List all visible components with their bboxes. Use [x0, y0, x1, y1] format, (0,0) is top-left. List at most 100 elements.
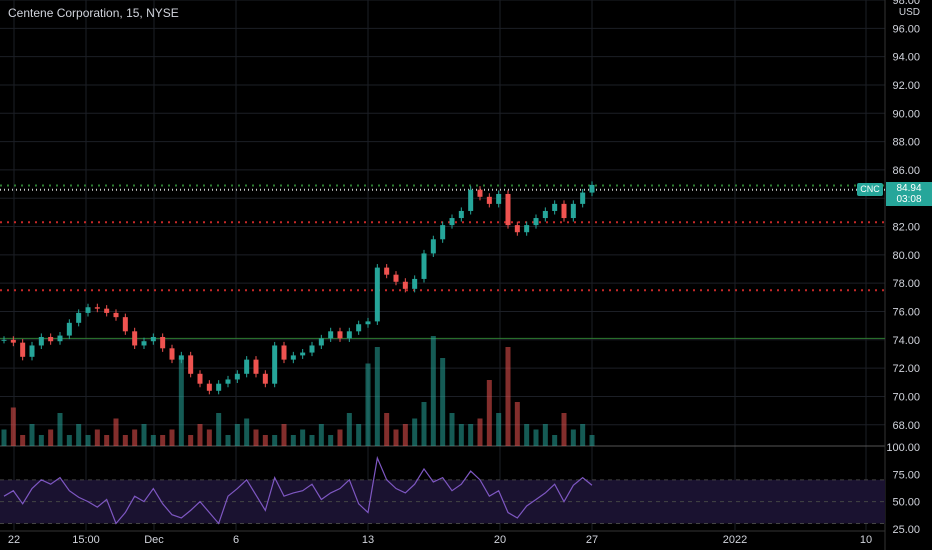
volume-bar	[318, 424, 324, 446]
candle-body	[66, 322, 72, 336]
volume-bar	[440, 358, 446, 446]
volume-bar	[113, 418, 119, 446]
volume-bar	[132, 429, 138, 446]
volume-bar	[421, 402, 427, 446]
candle-body	[85, 307, 91, 313]
price-tick-label: 68.00	[892, 420, 920, 432]
price-tick-label: 76.00	[892, 306, 920, 318]
volume-bar	[76, 424, 82, 446]
price-tick-label: 80.00	[892, 250, 920, 262]
candle-body	[48, 336, 54, 342]
rsi-tick-label: 100.00	[886, 442, 920, 454]
candle-body	[561, 203, 567, 219]
candle-body	[486, 196, 492, 204]
candle-body	[150, 336, 156, 342]
candle-body	[169, 348, 175, 360]
volume-bar	[458, 424, 464, 446]
volume-bar	[10, 407, 16, 446]
price-tick-label: 94.00	[892, 52, 920, 64]
candle-body	[440, 225, 446, 240]
candle-body	[393, 274, 399, 282]
time-tick-label: 6	[233, 534, 239, 546]
candle-body	[57, 335, 63, 342]
volume-bar	[514, 402, 520, 446]
price-tick-label: 98.00	[892, 0, 920, 7]
volume-bar	[104, 435, 110, 446]
candle-body	[356, 324, 362, 332]
price-tick-label: 86.00	[892, 165, 920, 177]
volume-bar	[468, 424, 474, 446]
price-tick-label: 88.00	[892, 137, 920, 149]
rsi-tick-label: 25.00	[892, 524, 920, 536]
volume-bar	[38, 435, 44, 446]
candle-body	[533, 218, 539, 226]
volume-bar	[346, 413, 352, 446]
candle-body	[346, 331, 352, 339]
price-tick-label: 82.00	[892, 222, 920, 234]
candle-body	[374, 267, 380, 322]
volume-bar	[496, 413, 502, 446]
volume-bar	[524, 424, 530, 446]
volume-bar	[402, 424, 408, 446]
volume-bar	[262, 435, 268, 446]
candle-body	[477, 189, 483, 197]
candle-body	[328, 331, 334, 339]
candle-body	[178, 355, 184, 360]
price-tick-label: 72.00	[892, 363, 920, 375]
volume-bar	[20, 435, 26, 446]
price-tick-label: 70.00	[892, 391, 920, 403]
candle-body	[309, 345, 315, 353]
price-tick-label: 92.00	[892, 80, 920, 92]
candle-body	[197, 373, 203, 384]
volume-bar	[1, 429, 7, 446]
candle-body	[384, 267, 390, 275]
volume-bar	[48, 429, 54, 446]
candle-body	[468, 189, 474, 211]
volume-bar	[169, 429, 175, 446]
volume-bar	[449, 413, 455, 446]
volume-bar	[309, 435, 315, 446]
volume-bar	[281, 424, 287, 446]
volume-bar	[486, 380, 492, 446]
volume-bar	[290, 435, 296, 446]
volume-bar	[570, 429, 576, 446]
candle-body	[514, 225, 520, 233]
candle-body	[337, 331, 343, 339]
volume-bar	[300, 429, 306, 446]
candle-body	[421, 253, 427, 279]
volume-bar	[57, 413, 63, 446]
candle-body	[253, 359, 259, 374]
candle-body	[542, 210, 548, 219]
volume-bar	[150, 435, 156, 446]
volume-bar	[542, 424, 548, 446]
volume-bar	[337, 429, 343, 446]
volume-bar	[178, 358, 184, 446]
symbol-badge: CNC	[857, 183, 883, 196]
volume-bar	[188, 435, 194, 446]
candle-body	[38, 336, 44, 346]
volume-bar	[94, 429, 100, 446]
candle-body	[132, 331, 138, 346]
volume-bar	[66, 435, 72, 446]
volume-bar	[533, 429, 539, 446]
rsi-line	[3, 455, 593, 525]
candle-body	[113, 312, 119, 318]
candle-body	[262, 373, 268, 384]
volume-bar	[589, 435, 595, 446]
volume-bar	[580, 424, 586, 446]
candle-body	[580, 192, 586, 204]
volume-bar	[356, 424, 362, 446]
candle-body	[402, 281, 408, 289]
candle-body	[589, 184, 595, 193]
candle-body	[76, 312, 82, 323]
candle-body	[272, 345, 278, 384]
candle-body	[20, 342, 26, 357]
price-tick-label: 96.00	[892, 23, 920, 35]
rsi-tick-label: 50.00	[892, 497, 920, 509]
candle-body	[94, 307, 100, 309]
candle-body	[365, 321, 371, 325]
time-tick-label: 15:00	[72, 534, 100, 546]
candle-body	[216, 383, 222, 391]
price-tick-label: 74.00	[892, 335, 920, 347]
